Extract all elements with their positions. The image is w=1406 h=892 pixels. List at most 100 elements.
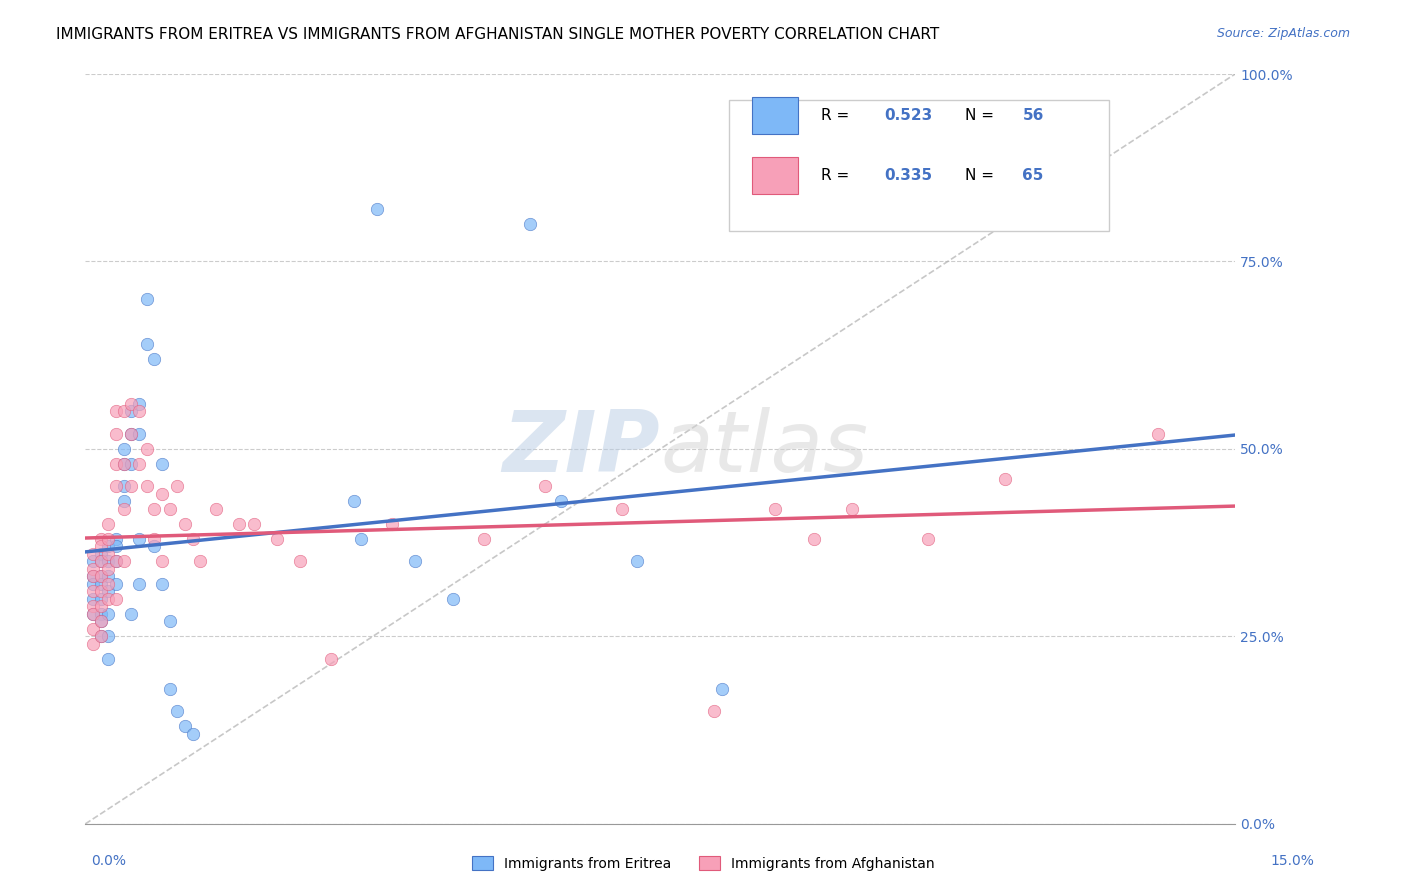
- Point: [366, 202, 388, 216]
- Point: [97, 629, 120, 643]
- Point: [97, 607, 120, 621]
- Text: R =: R =: [821, 108, 855, 123]
- Point: [97, 569, 120, 583]
- Point: [159, 615, 181, 629]
- Point: [917, 532, 939, 546]
- FancyBboxPatch shape: [752, 96, 799, 134]
- Point: [841, 502, 863, 516]
- FancyBboxPatch shape: [730, 100, 1108, 232]
- Point: [97, 584, 120, 599]
- Point: [228, 516, 250, 531]
- Point: [143, 351, 166, 366]
- Point: [112, 554, 135, 568]
- Point: [381, 516, 404, 531]
- Point: [104, 554, 127, 568]
- Point: [404, 554, 426, 568]
- Text: atlas: atlas: [661, 408, 868, 491]
- Point: [82, 637, 104, 651]
- Text: R =: R =: [821, 168, 855, 183]
- Point: [90, 607, 112, 621]
- Point: [97, 577, 120, 591]
- Point: [90, 554, 112, 568]
- Point: [120, 427, 142, 442]
- Point: [120, 607, 142, 621]
- Point: [188, 554, 211, 568]
- Point: [128, 457, 150, 471]
- Point: [342, 494, 364, 508]
- Point: [97, 540, 120, 554]
- Point: [90, 577, 112, 591]
- Point: [104, 532, 127, 546]
- Point: [181, 727, 204, 741]
- Point: [135, 479, 157, 493]
- Legend: Immigrants from Eritrea, Immigrants from Afghanistan: Immigrants from Eritrea, Immigrants from…: [467, 850, 939, 876]
- Text: Source: ZipAtlas.com: Source: ZipAtlas.com: [1216, 27, 1350, 40]
- Point: [135, 292, 157, 306]
- Point: [243, 516, 266, 531]
- FancyBboxPatch shape: [752, 156, 799, 194]
- Text: 65: 65: [1022, 168, 1043, 183]
- Point: [82, 622, 104, 636]
- Point: [90, 540, 112, 554]
- Text: N =: N =: [965, 168, 998, 183]
- Point: [135, 442, 157, 456]
- Point: [143, 502, 166, 516]
- Point: [90, 629, 112, 643]
- Point: [610, 502, 633, 516]
- Point: [104, 479, 127, 493]
- Point: [82, 607, 104, 621]
- Text: 15.0%: 15.0%: [1271, 855, 1315, 868]
- Point: [82, 569, 104, 583]
- Point: [112, 457, 135, 471]
- Point: [120, 479, 142, 493]
- Point: [319, 652, 342, 666]
- Point: [104, 457, 127, 471]
- Point: [104, 427, 127, 442]
- Point: [97, 547, 120, 561]
- Point: [266, 532, 288, 546]
- Point: [120, 457, 142, 471]
- Point: [128, 577, 150, 591]
- Point: [82, 607, 104, 621]
- Point: [104, 577, 127, 591]
- Point: [90, 547, 112, 561]
- Point: [994, 472, 1017, 486]
- Point: [159, 502, 181, 516]
- Point: [181, 532, 204, 546]
- Text: 0.0%: 0.0%: [91, 855, 127, 868]
- Point: [97, 532, 120, 546]
- Point: [90, 629, 112, 643]
- Point: [472, 532, 495, 546]
- Point: [803, 532, 825, 546]
- Point: [166, 479, 188, 493]
- Point: [150, 577, 173, 591]
- Point: [104, 404, 127, 418]
- Point: [703, 705, 725, 719]
- Point: [288, 554, 311, 568]
- Point: [112, 479, 135, 493]
- Point: [519, 217, 541, 231]
- Point: [112, 494, 135, 508]
- Point: [150, 457, 173, 471]
- Point: [90, 591, 112, 606]
- Point: [128, 427, 150, 442]
- Point: [104, 540, 127, 554]
- Point: [82, 584, 104, 599]
- Point: [174, 516, 197, 531]
- Point: [90, 569, 112, 583]
- Point: [763, 502, 786, 516]
- Point: [82, 591, 104, 606]
- Text: IMMIGRANTS FROM ERITREA VS IMMIGRANTS FROM AFGHANISTAN SINGLE MOTHER POVERTY COR: IMMIGRANTS FROM ERITREA VS IMMIGRANTS FR…: [56, 27, 939, 42]
- Point: [120, 397, 142, 411]
- Text: 0.523: 0.523: [884, 108, 932, 123]
- Point: [97, 562, 120, 576]
- Text: 56: 56: [1022, 108, 1043, 123]
- Point: [82, 554, 104, 568]
- Point: [534, 479, 557, 493]
- Point: [82, 569, 104, 583]
- Text: N =: N =: [965, 108, 998, 123]
- Point: [97, 591, 120, 606]
- Point: [120, 427, 142, 442]
- Point: [82, 562, 104, 576]
- Point: [90, 615, 112, 629]
